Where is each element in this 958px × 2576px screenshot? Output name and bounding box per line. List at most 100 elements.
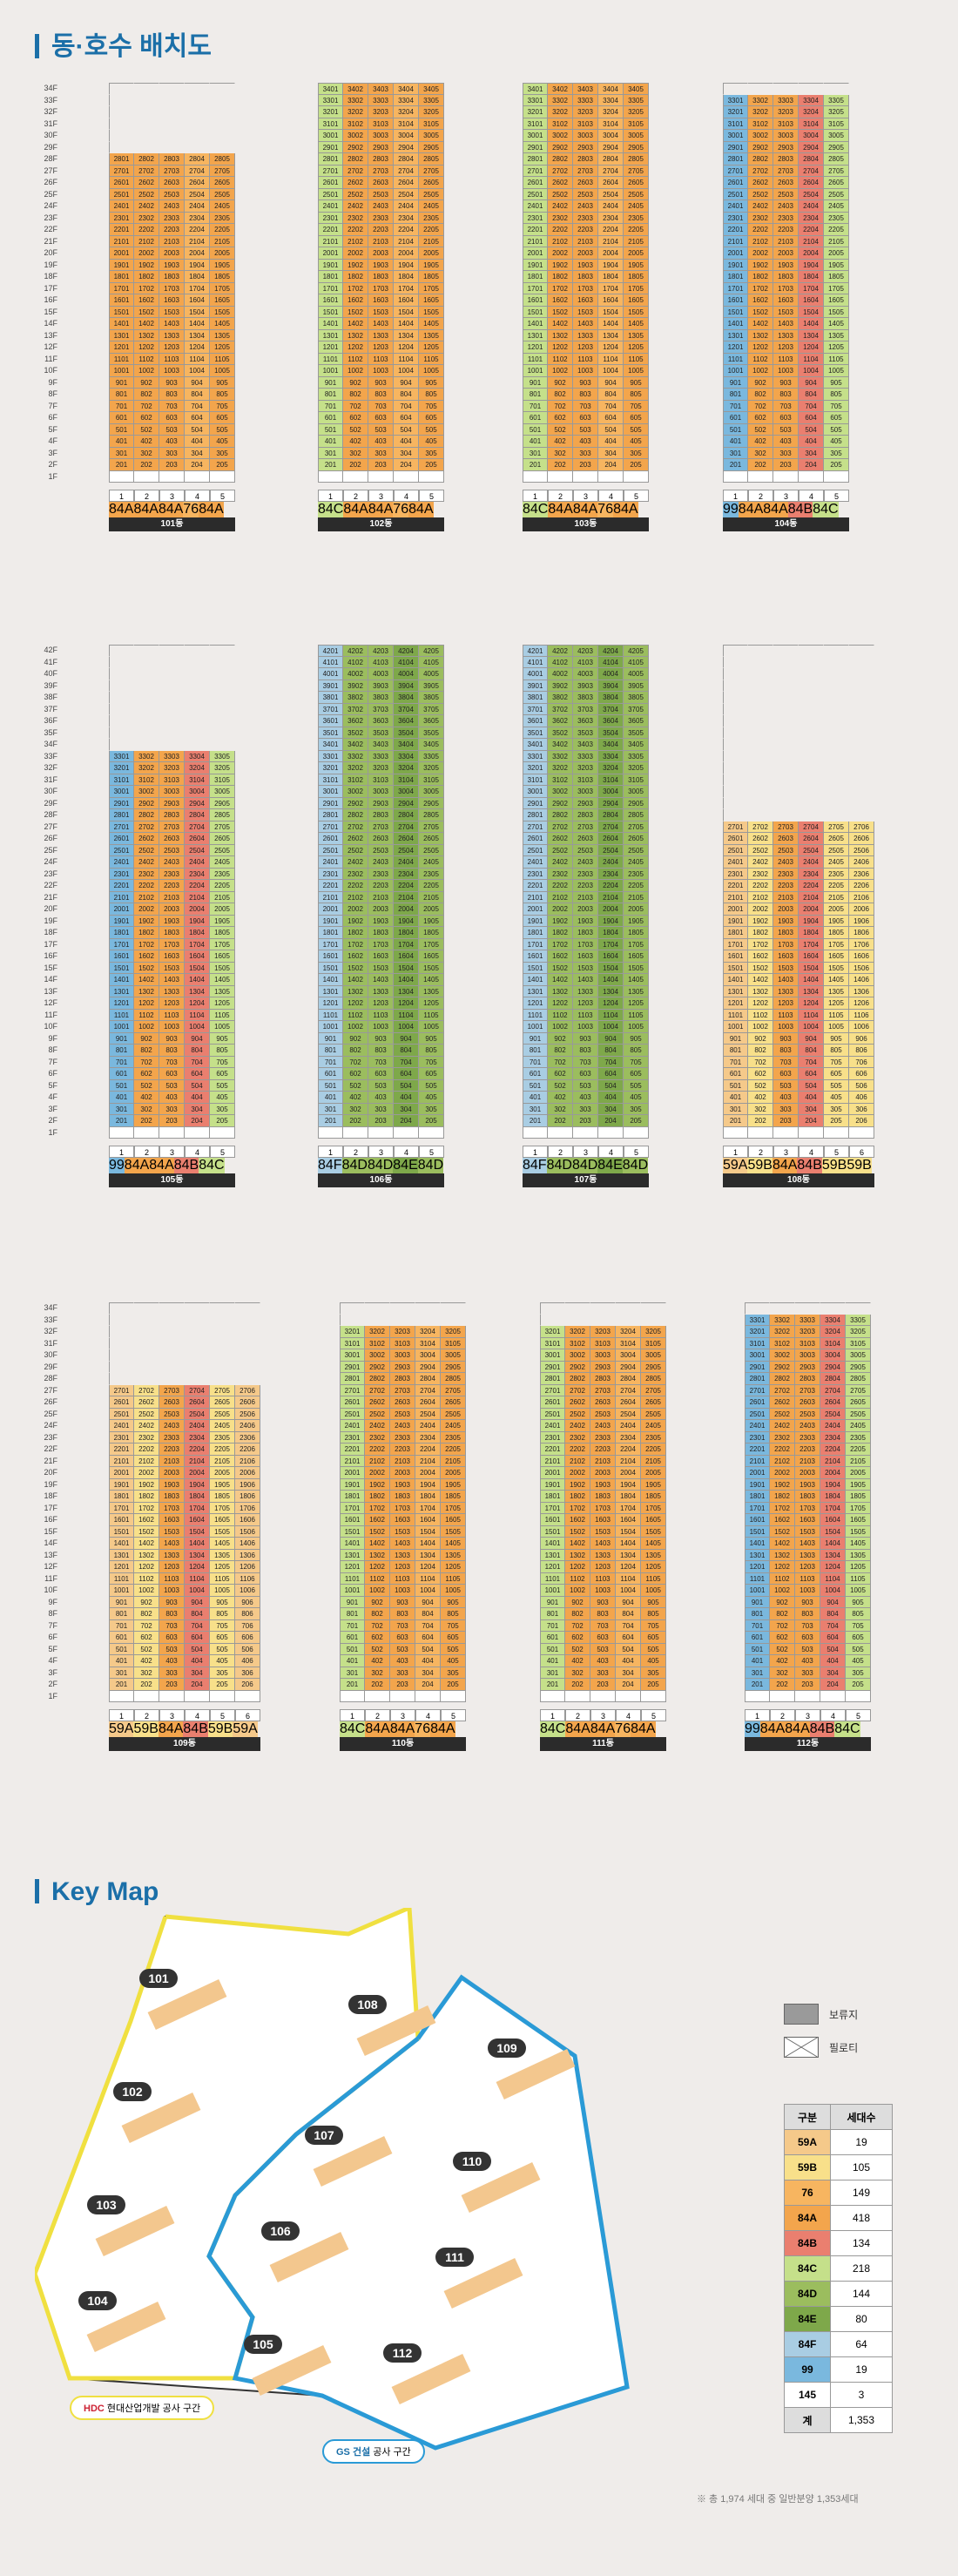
unit-cell: 3101: [340, 1337, 365, 1349]
unit-cell: 2603: [159, 177, 185, 189]
unit-cell: 1405: [210, 974, 235, 986]
unit-cell: 703: [159, 1056, 185, 1068]
floor-label: 30F: [44, 131, 57, 139]
unit-cell: 705: [210, 400, 235, 412]
unit-cell: 2004: [616, 1467, 641, 1479]
unit-cell: [540, 1302, 565, 1315]
unit-cell: [134, 1362, 159, 1374]
floor-label: 22F: [44, 1444, 57, 1453]
unit-cell: 1004: [185, 1021, 210, 1033]
unit-cell: 2005: [210, 1467, 235, 1479]
unit-cell: 1105: [419, 353, 444, 365]
floor-label: 29F: [44, 142, 57, 152]
unit-cell: 1501: [540, 1525, 565, 1538]
unit-cell: 1303: [573, 329, 598, 341]
unit-cell: 2601: [723, 833, 748, 845]
floor-label: 2F: [48, 460, 57, 469]
unit-cell: 1303: [159, 1549, 185, 1561]
unit-cell: [390, 1302, 415, 1315]
unit-cell: 402: [134, 1092, 159, 1104]
unit-cell: 902: [748, 1032, 773, 1045]
unit-cell: 1302: [748, 985, 773, 997]
unit-cell: 302: [365, 1667, 390, 1679]
unit-cell: 3403: [368, 83, 394, 95]
unit-cell: 1602: [343, 294, 368, 307]
unit-cell: 1503: [773, 306, 799, 318]
floor-label-column: 34F 33F 32F 31F 30F 29F 28F 27F 26F 25F 24F 23F 22F 2…: [33, 83, 59, 483]
unit-cell: 2303: [573, 212, 598, 224]
unit-cell: 1803: [368, 927, 394, 939]
pilot-swatch: [784, 2037, 819, 2058]
unit-cell: 904: [185, 1032, 210, 1045]
unit-cell: 2302: [343, 212, 368, 224]
unit-cell: 603: [390, 1632, 415, 1644]
unit-cell: 1304: [185, 1549, 210, 1561]
unit-cell: 2903: [573, 797, 598, 809]
unit-cell: 2104: [598, 235, 624, 247]
unit-cell: 1305: [824, 329, 849, 341]
unit-cell: 2803: [590, 1373, 616, 1385]
unit-cell: 3203: [368, 762, 394, 774]
unit-cell: 1403: [159, 1538, 185, 1550]
unit-cell: 3202: [343, 106, 368, 118]
unit-cell: 1002: [343, 365, 368, 377]
unit-cell: 2701: [523, 165, 548, 177]
unit-cell: 1805: [624, 271, 649, 283]
unit-cell: [109, 1373, 134, 1385]
unit-cell: 2202: [548, 880, 573, 892]
unit-cell: 1504: [415, 1525, 441, 1538]
unit-cell: 3704: [394, 703, 419, 715]
unit-cell: 2704: [598, 165, 624, 177]
unit-cell: 3603: [573, 715, 598, 727]
unit-cell: 1802: [343, 927, 368, 939]
unit-cell: [210, 1373, 235, 1385]
unit-cell: 1903: [590, 1478, 616, 1491]
floor-label: 39F: [44, 680, 57, 690]
unit-cell: 1703: [159, 1502, 185, 1514]
unit-cell: 1801: [745, 1491, 770, 1503]
unit-cell: [540, 1690, 565, 1702]
unit-cell: 701: [540, 1619, 565, 1632]
unit-cell: 1005: [210, 1585, 235, 1597]
unit-cell: 3004: [799, 130, 824, 142]
unit-cell: 2302: [365, 1431, 390, 1444]
floor-label: 38F: [44, 693, 57, 701]
unit-cell: 1603: [773, 294, 799, 307]
unit-cell: 1703: [573, 938, 598, 950]
unit-cell: 1101: [540, 1572, 565, 1585]
unit-cell: 2601: [109, 1396, 134, 1409]
unit-cell: [849, 657, 874, 669]
unit-cell: 1102: [343, 1009, 368, 1021]
unit-cell: 301: [745, 1667, 770, 1679]
unit-cell: 1503: [573, 306, 598, 318]
unit-cell: 2701: [340, 1384, 365, 1396]
unit-cell: 504: [820, 1643, 846, 1655]
unit-cell: 601: [523, 1068, 548, 1080]
unit-cell: 1501: [109, 1525, 134, 1538]
unit-cell: 501: [723, 423, 748, 436]
unit-cell: 1901: [109, 1478, 134, 1491]
unit-cell: 2101: [340, 1455, 365, 1467]
unit-cell: [134, 83, 159, 95]
unit-cell: 1504: [598, 962, 624, 974]
line-number: 3: [368, 1146, 394, 1158]
unit-cell: 2804: [185, 153, 210, 166]
unit-cell: 1302: [343, 329, 368, 341]
unit-cell: 1905: [419, 259, 444, 271]
type-label: 84D: [571, 1158, 598, 1173]
unit-cell: 1801: [523, 271, 548, 283]
type-row: 99 84A 84A 84B 84C: [745, 1721, 871, 1737]
unit-cell: 1001: [745, 1585, 770, 1597]
unit-cell: 601: [723, 412, 748, 424]
unit-cell: 2605: [419, 833, 444, 845]
unit-cell: 203: [368, 459, 394, 471]
floor-label: 24F: [44, 201, 57, 210]
unit-cell: 3702: [548, 703, 573, 715]
unit-cell: 604: [394, 412, 419, 424]
unit-cell: 3104: [394, 774, 419, 786]
unit-cell: 704: [185, 400, 210, 412]
unit-cell: 1205: [210, 997, 235, 1010]
type-label: 84B: [183, 1721, 208, 1737]
